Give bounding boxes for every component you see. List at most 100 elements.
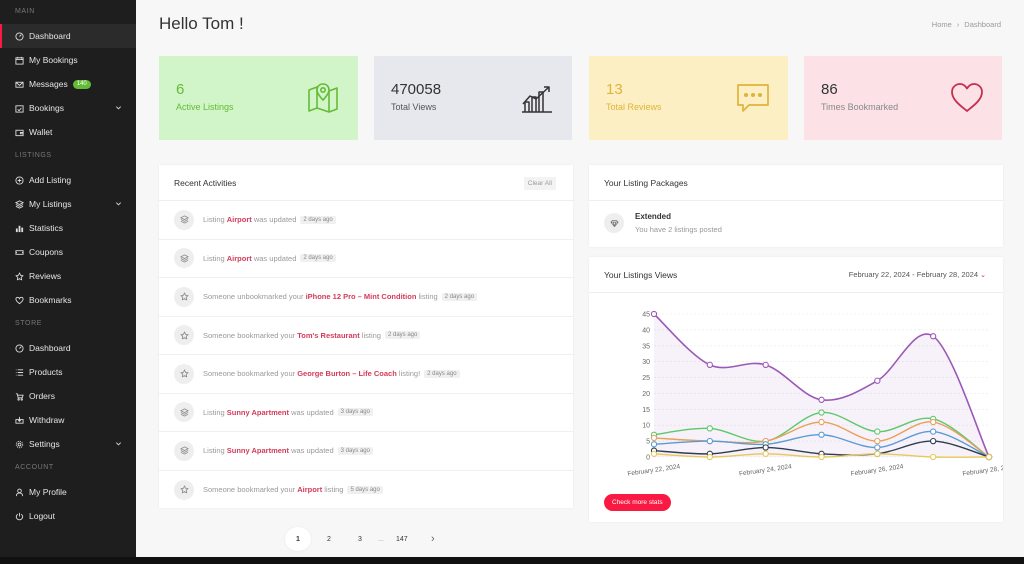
wallet-icon bbox=[15, 128, 24, 137]
data-point bbox=[930, 428, 937, 435]
star-icon bbox=[174, 286, 194, 307]
activity-listing-link[interactable]: iPhone 12 Pro – Mint Condition bbox=[305, 292, 417, 302]
sidebar-item-statistics[interactable]: Statistics bbox=[0, 216, 136, 240]
activity-item: Listing Sunny Apartment was updated 3 day… bbox=[159, 432, 573, 471]
stat-label: Total Reviews bbox=[606, 102, 662, 112]
sidebar-item-products[interactable]: Products bbox=[0, 360, 136, 384]
messages-count-badge: 140 bbox=[72, 79, 91, 89]
sidebar-item-bookmarks[interactable]: Bookmarks bbox=[0, 288, 136, 312]
data-point bbox=[930, 333, 937, 340]
sidebar-item-messages[interactable]: Messages 140 bbox=[0, 72, 136, 96]
check-more-stats-button[interactable]: Check more stats bbox=[604, 494, 671, 511]
sidebar-item-my-bookings[interactable]: My Bookings bbox=[0, 48, 136, 72]
activity-time-badge: 2 days ago bbox=[441, 292, 478, 301]
user-icon bbox=[15, 488, 24, 497]
activity-text-suffix: was updated bbox=[289, 446, 334, 456]
activity-item: Someone unbookmarked your iPhone 12 Pro … bbox=[159, 278, 573, 317]
sidebar-item-settings[interactable]: Settings bbox=[0, 432, 136, 456]
listing-views-title: Your Listings Views bbox=[604, 270, 678, 280]
data-point bbox=[818, 396, 825, 403]
data-point bbox=[762, 361, 769, 368]
data-point bbox=[874, 450, 881, 457]
listing-packages-header: Your Listing Packages bbox=[589, 165, 1003, 201]
sidebar-item-label: Dashboard bbox=[29, 31, 71, 41]
star-icon bbox=[174, 479, 194, 500]
sidebar-item-withdraw[interactable]: Withdraw bbox=[0, 408, 136, 432]
stat-value: 86 bbox=[821, 81, 838, 98]
activity-text: Someone unbookmarked your iPhone 12 Pro … bbox=[203, 292, 438, 301]
activity-text-prefix: Someone bookmarked your bbox=[203, 485, 298, 495]
sidebar-item-wallet[interactable]: Wallet bbox=[0, 120, 136, 144]
page-button-1[interactable]: 1 bbox=[285, 527, 311, 551]
stat-card-times-bookmarked: 86 Times Bookmarked bbox=[804, 56, 1002, 140]
growth-chart-icon bbox=[522, 86, 552, 113]
stat-value: 6 bbox=[176, 81, 185, 98]
x-tick-label: February 26, 2024 bbox=[850, 463, 904, 477]
data-point bbox=[706, 437, 713, 445]
activity-listing-link[interactable]: Tom's Restaurant bbox=[297, 330, 360, 340]
data-point bbox=[985, 453, 993, 461]
clear-all-button[interactable]: Clear All bbox=[523, 177, 556, 190]
data-point bbox=[706, 425, 713, 432]
breadcrumb: Home › Dashboard bbox=[932, 20, 1001, 29]
sidebar-section-main: MAIN bbox=[15, 8, 35, 15]
sidebar-item-my-profile[interactable]: My Profile bbox=[0, 480, 136, 504]
sidebar-item-logout[interactable]: Logout bbox=[0, 504, 136, 528]
activity-text: Listing Sunny Apartment was updated bbox=[203, 446, 334, 455]
y-tick-label: 0 bbox=[646, 455, 650, 462]
activity-text: Listing Airport was updated bbox=[203, 254, 296, 263]
activity-text-prefix: Someone bookmarked your bbox=[203, 369, 298, 379]
package-item: Extended You have 2 listings posted bbox=[589, 201, 1003, 234]
activity-time-badge: 2 days ago bbox=[300, 215, 336, 224]
activity-listing-link[interactable]: Sunny Apartment bbox=[226, 446, 289, 456]
data-point bbox=[930, 453, 937, 461]
sidebar-item-label: Products bbox=[29, 367, 63, 377]
bottom-bar bbox=[0, 557, 1024, 564]
activity-text-prefix: Listing bbox=[203, 253, 227, 263]
data-point bbox=[874, 377, 881, 384]
activity-listing-link[interactable]: Airport bbox=[226, 253, 252, 263]
date-range-picker[interactable]: February 22, 2024 - February 28, 2024 ⌄ bbox=[849, 257, 986, 294]
activity-text-prefix: Listing bbox=[203, 407, 227, 417]
page-button-2[interactable]: 2 bbox=[327, 535, 331, 543]
activity-text-prefix: Listing bbox=[203, 215, 227, 225]
breadcrumb-home[interactable]: Home bbox=[931, 20, 952, 29]
y-tick-label: 30 bbox=[642, 359, 650, 366]
activity-listing-link[interactable]: George Burton – Life Coach bbox=[297, 369, 397, 379]
data-point bbox=[818, 453, 825, 461]
y-tick-label: 45 bbox=[642, 312, 650, 319]
recent-activities-panel: Recent Activities Clear All Listing Airp… bbox=[159, 165, 573, 508]
sidebar-section-store: STORE bbox=[15, 320, 42, 327]
activity-text: Someone bookmarked your Tom's Restaurant… bbox=[203, 331, 381, 340]
activity-time-badge: 2 days ago bbox=[424, 369, 460, 378]
activity-time-badge: 2 days ago bbox=[300, 254, 336, 263]
activity-text-prefix: Someone unbookmarked your bbox=[203, 292, 306, 302]
gauge-icon bbox=[15, 31, 24, 41]
sidebar-item-label: Add Listing bbox=[29, 175, 72, 185]
activity-listing-link[interactable]: Airport bbox=[226, 215, 252, 225]
page-button-3[interactable]: 3 bbox=[358, 535, 362, 543]
sidebar-item-bookings[interactable]: Bookings bbox=[0, 96, 136, 120]
data-point bbox=[650, 441, 658, 448]
activity-text-suffix: listing! bbox=[396, 369, 421, 379]
data-point bbox=[818, 409, 825, 416]
sidebar-item-label: Bookings bbox=[29, 103, 64, 113]
package-name: Extended bbox=[635, 212, 672, 221]
sidebar-item-reviews[interactable]: Reviews bbox=[0, 264, 136, 288]
sidebar-item-coupons[interactable]: Coupons bbox=[0, 240, 136, 264]
sidebar-item-dashboard[interactable]: Dashboard bbox=[0, 24, 136, 48]
next-page-button[interactable]: › bbox=[420, 527, 446, 551]
sidebar-item-label: Logout bbox=[29, 511, 55, 521]
page-button-147[interactable]: 147 bbox=[396, 535, 408, 543]
sidebar-item-add-listing[interactable]: Add Listing bbox=[0, 168, 136, 192]
activity-listing-link[interactable]: Sunny Apartment bbox=[226, 407, 289, 417]
sidebar-item-label: My Bookings bbox=[29, 55, 78, 65]
gear-icon bbox=[15, 440, 24, 449]
envelope-icon bbox=[15, 80, 24, 89]
activity-listing-link[interactable]: Airport bbox=[297, 485, 323, 495]
sidebar-item-my-listings[interactable]: My Listings bbox=[0, 192, 136, 216]
sidebar-item-store-dashboard[interactable]: Dashboard bbox=[0, 336, 136, 360]
y-tick-label: 20 bbox=[642, 391, 650, 398]
sidebar-item-orders[interactable]: Orders bbox=[0, 384, 136, 408]
sidebar-item-label: My Profile bbox=[29, 487, 67, 497]
